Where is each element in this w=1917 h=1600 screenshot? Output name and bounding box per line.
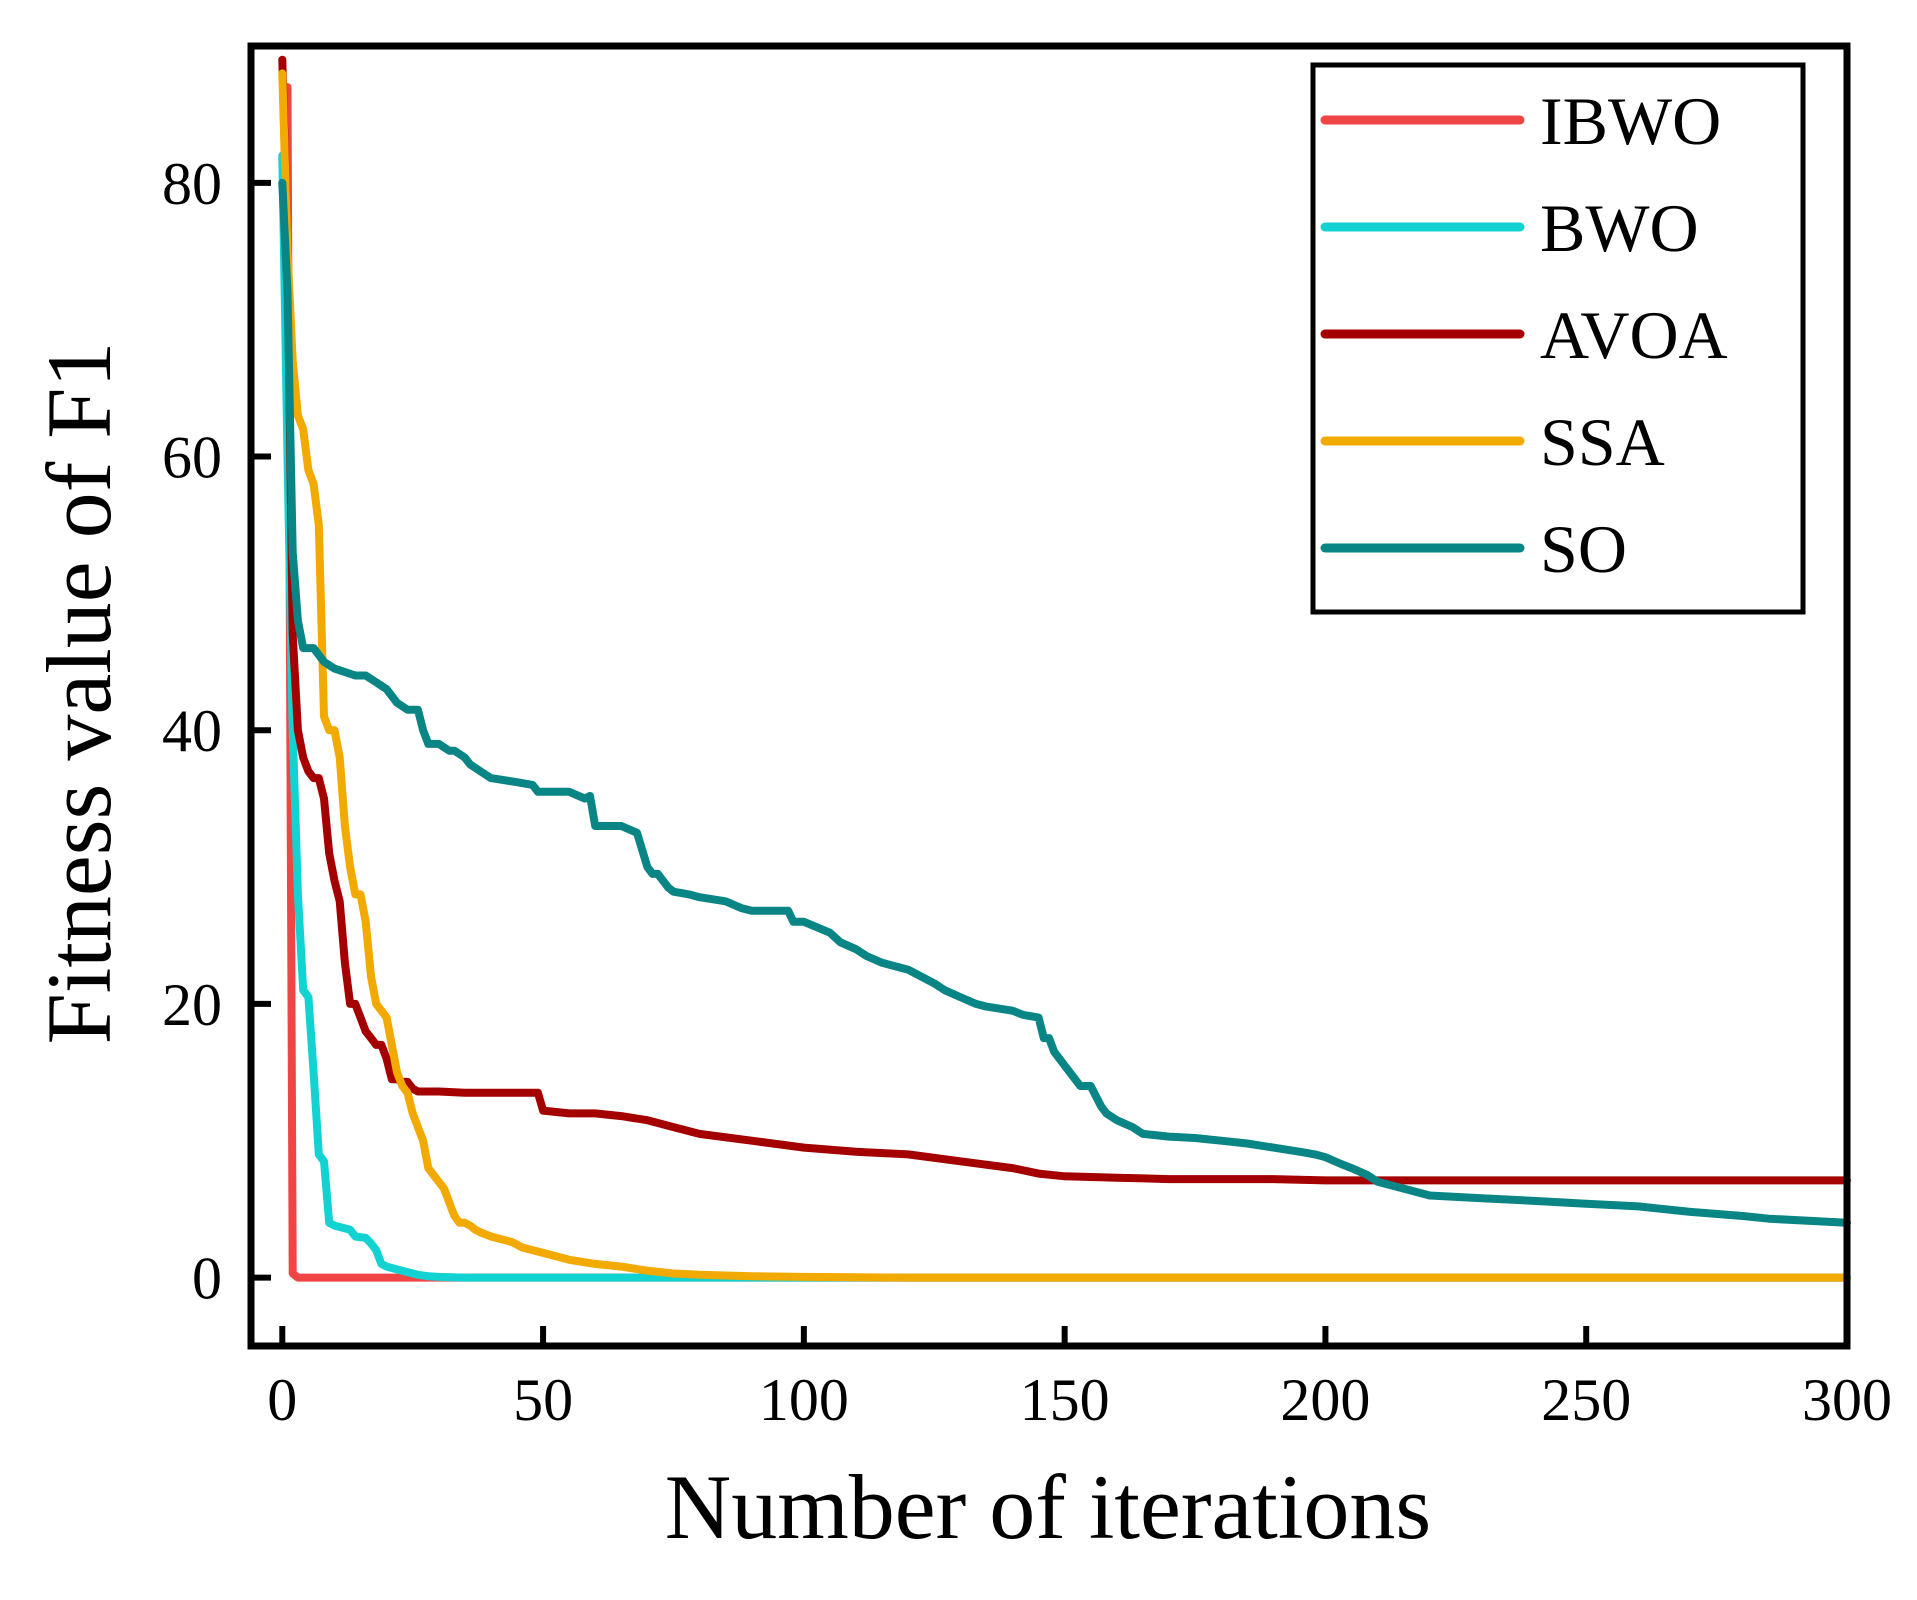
y-tick-label: 60 bbox=[162, 425, 222, 491]
legend-label-so: SO bbox=[1540, 511, 1627, 587]
x-tick-label: 50 bbox=[513, 1367, 573, 1433]
y-tick-label: 0 bbox=[192, 1246, 222, 1312]
series-line-bwo bbox=[278, 151, 1851, 1282]
y-axis-title: Fitness value of F1 bbox=[28, 342, 130, 1045]
y-tick-label: 20 bbox=[162, 972, 222, 1038]
legend-label-ibwo: IBWO bbox=[1540, 83, 1721, 159]
x-tick-label: 300 bbox=[1802, 1367, 1892, 1433]
x-tick-label: 200 bbox=[1280, 1367, 1370, 1433]
legend-label-bwo: BWO bbox=[1540, 190, 1699, 266]
series-lines bbox=[278, 55, 1851, 1282]
x-tick-label: 0 bbox=[267, 1367, 297, 1433]
y-tick-label: 40 bbox=[162, 698, 222, 764]
x-axis-title: Number of iterations bbox=[665, 1456, 1431, 1558]
x-tick-label: 150 bbox=[1020, 1367, 1110, 1433]
series-line-so bbox=[278, 178, 1851, 1227]
y-tick-label: 80 bbox=[162, 151, 222, 217]
series-line-avoa bbox=[278, 55, 1851, 1185]
axis-tick-labels: 0 50 100 150 200 250 300 0 20 40 60 80 bbox=[162, 151, 1892, 1433]
legend-label-avoa: AVOA bbox=[1540, 297, 1728, 373]
legend-label-ssa: SSA bbox=[1540, 404, 1665, 480]
x-tick-label: 250 bbox=[1541, 1367, 1631, 1433]
plot-frame bbox=[247, 42, 1851, 1350]
legend: IBWO BWO AVOA SSA SO bbox=[1310, 62, 1806, 615]
series-line-ssa bbox=[278, 69, 1851, 1282]
x-tick-label: 100 bbox=[759, 1367, 849, 1433]
